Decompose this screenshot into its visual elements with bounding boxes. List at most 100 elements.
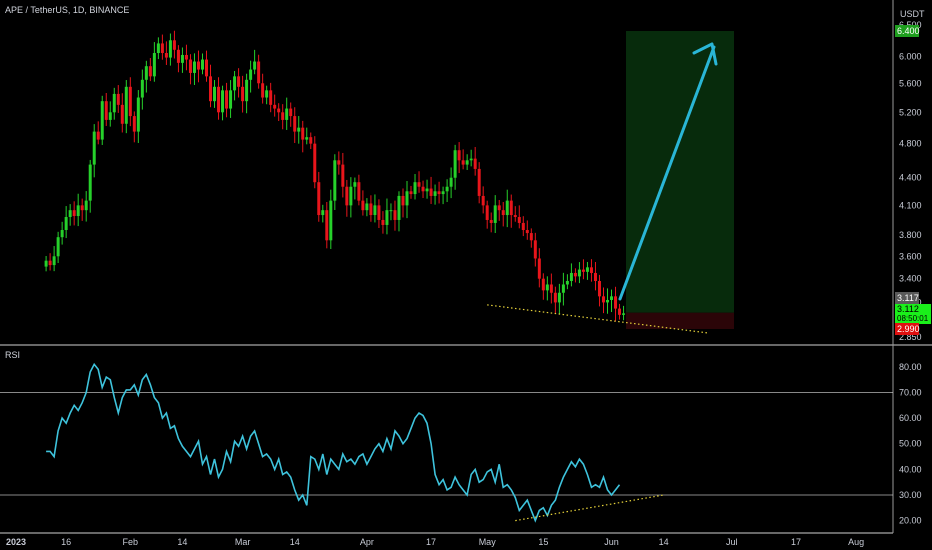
candle-body	[273, 104, 277, 109]
price-tick-label: 3.600	[899, 251, 922, 261]
target-zone	[626, 31, 734, 313]
candle-body	[104, 101, 108, 120]
price-tick-label: 5.600	[899, 78, 922, 88]
candle-body	[176, 49, 180, 63]
candle-body	[100, 101, 104, 140]
projection-arrow-head	[692, 42, 718, 66]
candle-body	[281, 112, 285, 120]
rsi-tick-label: 30.00	[899, 490, 922, 500]
candle-body	[160, 43, 164, 54]
candle-body	[401, 195, 405, 206]
candle-body	[489, 219, 493, 223]
candle-body	[557, 292, 561, 303]
target-price-tag: 6.400	[897, 26, 920, 36]
candle-body	[337, 160, 341, 165]
candle-body	[277, 108, 281, 113]
price-tick-label: 6.000	[899, 51, 922, 61]
candle-body	[618, 308, 622, 315]
candle-body	[265, 90, 269, 98]
countdown-tag: 08:50:01	[897, 314, 929, 323]
candle-body	[537, 258, 541, 279]
price-tick-label: 2.850	[899, 332, 922, 342]
candle-body	[349, 186, 353, 206]
stop-price-tag: 2.990	[897, 324, 920, 334]
candle-body	[305, 137, 309, 140]
price-tick-label: 3.800	[899, 230, 922, 240]
candle-body	[329, 200, 333, 241]
candle-body	[64, 217, 68, 231]
chart-title: APE / TetherUS, 1D, BINANCE	[5, 5, 129, 15]
candle-body	[601, 296, 605, 303]
candle-body	[614, 296, 618, 309]
candle-body	[68, 210, 72, 218]
x-tick-label: 17	[791, 537, 801, 547]
candle-body	[297, 127, 301, 132]
x-tick-label: Jun	[604, 537, 619, 547]
candle-body	[84, 200, 88, 211]
candle-body	[164, 53, 168, 58]
x-tick-label: Apr	[360, 537, 374, 547]
candle-body	[465, 160, 469, 165]
candle-body	[369, 203, 373, 216]
x-tick-label: 16	[61, 537, 71, 547]
candle-body	[429, 188, 433, 196]
candle-body	[229, 90, 233, 109]
candle-body	[597, 280, 601, 297]
candle-body	[385, 210, 389, 225]
x-tick-label: May	[479, 537, 497, 547]
x-tick-label: 14	[659, 537, 669, 547]
candle-body	[285, 108, 289, 120]
current-price-tag: 3.112	[897, 304, 919, 314]
candle-body	[152, 53, 156, 77]
candle-body	[585, 267, 589, 272]
candle-body	[473, 158, 477, 169]
candle-body	[437, 191, 441, 195]
rsi-line	[46, 362, 621, 523]
candle-body	[345, 186, 349, 206]
candle-body	[156, 43, 160, 54]
candle-body	[289, 108, 293, 117]
candle-body	[225, 90, 229, 109]
candle-body	[172, 40, 176, 50]
candle-body	[88, 164, 92, 201]
price-tick-label: 6.500	[899, 20, 922, 30]
y-axis-unit: USDT	[900, 9, 925, 19]
candle-body	[421, 186, 425, 192]
candle-body	[136, 97, 140, 132]
candle-body	[549, 284, 553, 293]
candle-body	[377, 205, 381, 220]
candle-body	[148, 66, 152, 77]
candle-body	[56, 237, 60, 257]
candle-body	[76, 205, 80, 217]
rsi-tick-label: 40.00	[899, 464, 922, 474]
candle-body	[565, 280, 569, 285]
candle-body	[237, 76, 241, 87]
rsi-tick-label: 20.00	[899, 516, 922, 526]
candle-body	[461, 160, 465, 165]
x-tick-label: Mar	[235, 537, 251, 547]
candle-body	[361, 200, 365, 211]
candle-body	[213, 86, 217, 102]
candle-body	[353, 182, 357, 187]
candle-body	[365, 203, 369, 211]
candle-body	[357, 182, 361, 201]
candle-body	[44, 260, 48, 267]
stop-price-tag-bg	[895, 323, 919, 335]
candle-body	[477, 168, 481, 196]
candle-body	[112, 93, 116, 113]
candle-body	[269, 90, 273, 105]
candle-body	[397, 195, 401, 220]
candle-body	[589, 267, 593, 273]
candle-body	[253, 61, 257, 70]
price-tick-label: 4.800	[899, 139, 922, 149]
candle-body	[205, 59, 208, 77]
candle-body	[200, 59, 204, 70]
candle-body	[493, 205, 497, 223]
candle-body	[96, 131, 100, 140]
candle-body	[525, 230, 529, 234]
candle-body	[449, 177, 453, 187]
rsi-tick-label: 50.00	[899, 439, 922, 449]
candle-body	[433, 191, 437, 196]
stop-zone	[626, 312, 734, 329]
